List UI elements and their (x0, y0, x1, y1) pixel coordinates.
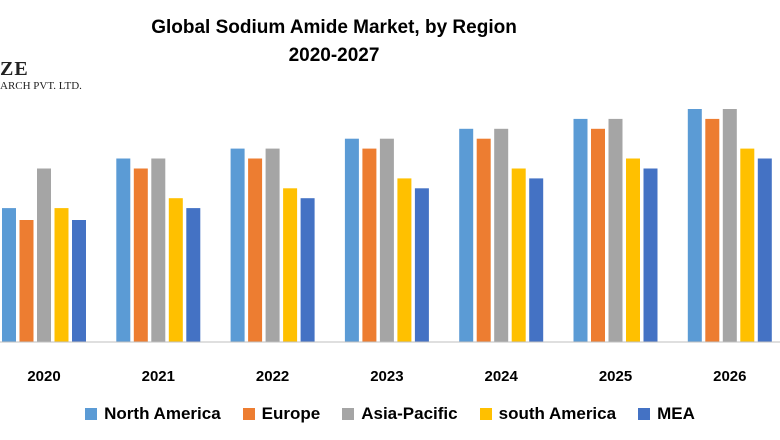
legend-item-north-america: North America (85, 404, 221, 424)
bar-2023-north-america (344, 138, 359, 342)
bar-2020-north-america (2, 208, 16, 342)
company-watermark-logo: ZE ARCH PVT. LTD. (0, 58, 82, 92)
legend-swatch (342, 408, 355, 420)
bar-2025-south-america (626, 158, 640, 342)
chart-title-line-2: 2020-2027 (288, 45, 380, 66)
bar-2020-asia-pacific (37, 168, 51, 342)
legend-label: south America (498, 404, 617, 423)
legend-swatch (638, 408, 651, 420)
bar-2025-mea (643, 168, 658, 342)
legend-item-asia-pacific: Asia-Pacific (342, 404, 458, 424)
bar-2022-mea (300, 198, 315, 342)
bar-2026-south-america (740, 148, 755, 342)
watermark-line-1: ZE (0, 58, 29, 80)
legend-item-europe: Europe (242, 404, 321, 424)
legend-item-mea: MEA (638, 404, 695, 424)
bar-2022-north-america (230, 148, 245, 342)
bar-2026-asia-pacific (722, 109, 737, 342)
x-tick-label-2024: 2024 (485, 368, 519, 385)
bar-2025-north-america (573, 118, 588, 343)
bar-2021-north-america (116, 158, 131, 342)
bar-2020-europe (19, 220, 34, 342)
bar-2021-mea (186, 208, 201, 342)
bar-2026-north-america (687, 109, 702, 342)
watermark-line-2: ARCH PVT. LTD. (0, 80, 82, 92)
bar-2022-south-america (283, 188, 298, 342)
bar-2024-south-america (511, 168, 526, 342)
x-tick-label-2020: 2020 (27, 368, 60, 385)
bar-2026-europe (705, 118, 720, 343)
bar-2023-asia-pacific (379, 138, 394, 342)
bars-group (2, 109, 772, 343)
bar-2020-mea (72, 220, 86, 342)
bar-2024-asia-pacific (494, 128, 509, 342)
x-tick-labels: 2020 2021 2022 2023 2024 2025 2026 (27, 368, 746, 385)
bar-2022-asia-pacific (265, 148, 280, 342)
bar-2026-mea (757, 158, 772, 342)
bar-2022-europe (248, 158, 263, 342)
bar-2023-south-america (397, 178, 412, 342)
legend: North America Europe Asia-Pacific south Ame… (0, 404, 780, 424)
bar-2024-mea (529, 178, 544, 342)
legend-label: Europe (261, 404, 321, 423)
bar-2024-north-america (459, 128, 474, 342)
bar-chart-plot: 2020 2021 2022 2023 2024 2025 2026 (0, 109, 780, 385)
legend-label: MEA (657, 404, 695, 423)
legend-swatch (242, 408, 255, 420)
legend-label: North America (104, 404, 221, 423)
legend-item-south-america: south America (479, 404, 617, 424)
bar-2025-europe (591, 128, 605, 342)
bar-2024-europe (476, 138, 491, 342)
legend-label: Asia-Pacific (361, 404, 458, 423)
x-tick-label-2021: 2021 (142, 368, 175, 385)
legend-swatch (85, 408, 98, 420)
bar-2021-south-america (168, 198, 183, 342)
bar-2020-south-america (54, 208, 69, 342)
x-tick-label-2025: 2025 (599, 368, 632, 385)
bar-2025-asia-pacific (608, 118, 623, 343)
bar-2021-asia-pacific (151, 158, 166, 342)
x-tick-label-2023: 2023 (370, 368, 403, 385)
x-tick-label-2022: 2022 (256, 368, 289, 385)
legend-swatch (479, 408, 492, 420)
bar-2023-europe (362, 148, 377, 342)
x-tick-label-2026: 2026 (713, 368, 746, 385)
chart-title-line-1: Global Sodium Amide Market, by Region (151, 17, 517, 38)
bar-2023-mea (414, 188, 429, 342)
bar-2021-europe (133, 168, 148, 342)
chart-title: Global Sodium Amide Market, by Region 20… (0, 14, 668, 70)
